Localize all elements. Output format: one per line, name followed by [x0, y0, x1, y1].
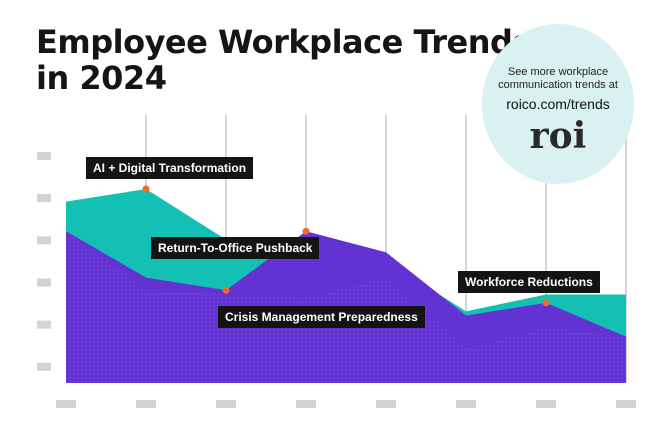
- y-tick-placeholder: [37, 152, 51, 160]
- promo-text: See more workplace communication trends …: [482, 66, 634, 92]
- promo-text-line-1: See more workplace: [507, 66, 609, 78]
- x-tick-placeholder: [536, 400, 556, 408]
- y-tick-placeholder: [37, 362, 51, 371]
- page-title: Employee Workplace Trends in 2024: [36, 24, 531, 96]
- promo-text-line-2: communication trends at: [498, 79, 618, 91]
- callout-label: Workforce Reductions: [458, 270, 600, 293]
- trend-marker: [142, 185, 150, 193]
- trend-markers: [142, 185, 550, 307]
- x-tick-placeholder: [136, 400, 156, 408]
- callout-label: AI + Digital Transformation: [86, 157, 254, 180]
- x-tick-placeholder: [296, 400, 316, 408]
- x-tick-placeholder: [456, 400, 476, 408]
- y-axis-ticks: [37, 152, 51, 371]
- callout-label: Return-To-Office Pushback: [151, 237, 320, 260]
- roi-logo: roi: [529, 115, 587, 157]
- x-tick-placeholder: [56, 400, 76, 408]
- title-line-2: in 2024: [36, 59, 167, 97]
- x-tick-placeholder: [616, 400, 636, 408]
- y-tick-placeholder: [37, 236, 51, 245]
- y-tick-placeholder: [37, 320, 51, 329]
- x-axis-ticks: [56, 400, 636, 408]
- y-tick-placeholder: [37, 194, 51, 203]
- y-tick-placeholder: [37, 278, 51, 287]
- trend-marker: [222, 286, 230, 294]
- x-tick-placeholder: [376, 400, 396, 408]
- trend-marker: [302, 227, 310, 235]
- x-tick-placeholder: [216, 400, 236, 408]
- title-line-1: Employee Workplace Trends: [36, 23, 531, 61]
- trend-marker: [542, 299, 550, 307]
- callout-label: Crisis Management Preparedness: [218, 306, 425, 329]
- promo-badge[interactable]: See more workplace communication trends …: [482, 24, 634, 184]
- promo-link[interactable]: roico.com/trends: [506, 96, 610, 112]
